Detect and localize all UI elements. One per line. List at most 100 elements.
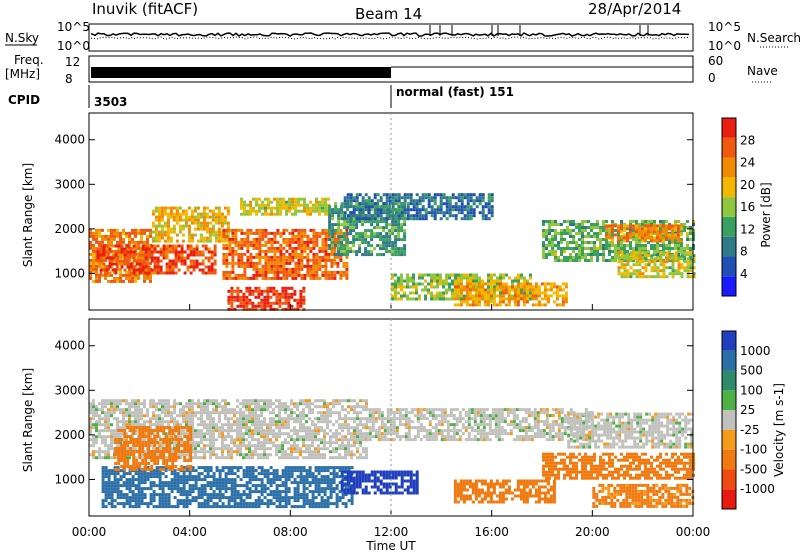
velocity-cell <box>158 408 161 411</box>
power-cell <box>255 247 258 250</box>
power-cell <box>611 244 614 247</box>
power-cell <box>166 248 169 251</box>
power-cell <box>635 233 638 236</box>
velocity-cell <box>344 456 347 459</box>
power-cell <box>508 288 511 291</box>
power-cell <box>382 220 385 223</box>
velocity-cell <box>278 456 281 459</box>
velocity-cell <box>137 408 140 411</box>
velocity-cell <box>137 411 140 414</box>
power-cell <box>663 269 666 272</box>
power-cell <box>544 285 547 288</box>
power-cell <box>221 213 224 216</box>
power-cell <box>285 250 288 253</box>
velocity-cell <box>320 429 323 432</box>
velocity-cell <box>302 423 305 426</box>
power-cell <box>297 204 300 207</box>
velocity-cell <box>236 450 239 453</box>
power-cell <box>624 275 627 278</box>
power-cell <box>446 211 449 214</box>
power-cell <box>490 300 493 303</box>
power-cell <box>451 289 454 292</box>
power-cell <box>243 204 246 207</box>
power-cell <box>379 244 382 247</box>
power-cell <box>545 235 548 238</box>
power-cell <box>674 247 677 250</box>
power-cell <box>565 300 568 303</box>
power-cell <box>230 293 233 296</box>
power-cell <box>584 226 587 229</box>
power-cell <box>356 208 359 211</box>
power-cell <box>385 223 388 226</box>
velocity-cell <box>284 456 287 459</box>
power-cell <box>593 247 596 250</box>
power-cell <box>475 286 478 289</box>
velocity-cell <box>302 426 305 429</box>
power-cell <box>451 283 454 286</box>
power-cell <box>475 300 478 303</box>
velocity-cell <box>170 411 173 414</box>
power-cell <box>359 193 362 196</box>
velocity-cell <box>266 426 269 429</box>
power-cell <box>179 231 182 234</box>
velocity-cell <box>212 408 215 411</box>
power-cell <box>291 229 294 232</box>
velocity-cell <box>203 432 206 435</box>
power-cell <box>666 266 669 269</box>
power-cell <box>499 300 502 303</box>
power-cell <box>684 260 687 263</box>
power-cell <box>206 222 209 225</box>
power-cell <box>611 256 614 259</box>
power-cell <box>446 205 449 208</box>
power-cell <box>151 254 154 257</box>
velocity-cell <box>221 447 224 450</box>
power-cell <box>553 285 556 288</box>
power-cell <box>251 290 254 293</box>
power-cell <box>242 305 245 308</box>
power-cell <box>412 286 415 289</box>
power-cell <box>190 263 193 266</box>
velocity-cell <box>260 441 263 444</box>
velocity-cell <box>323 447 326 450</box>
velocity-cell <box>134 411 137 414</box>
power-cell <box>690 251 693 254</box>
power-cell <box>659 236 662 239</box>
velocity-cell <box>359 420 362 423</box>
power-cell <box>400 274 403 277</box>
power-cell <box>445 274 448 277</box>
power-cell <box>269 290 272 293</box>
velocity-cell <box>302 429 305 432</box>
power-cell <box>466 297 469 300</box>
power-cell <box>457 289 460 292</box>
power-cell <box>425 193 428 196</box>
velocity-cell <box>188 405 191 408</box>
power-cell <box>249 256 252 259</box>
velocity-cell <box>311 423 314 426</box>
velocity-cell <box>359 444 362 447</box>
nave-tick-top: 60 <box>708 54 723 68</box>
power-cell <box>184 251 187 254</box>
power-cell <box>273 274 276 277</box>
power-cell <box>116 241 119 244</box>
power-cell <box>284 293 287 296</box>
power-cell <box>306 265 309 268</box>
power-cell <box>206 240 209 243</box>
power-cell <box>170 207 173 210</box>
power-cell <box>288 207 291 210</box>
power-cell <box>315 201 318 204</box>
power-cell <box>209 222 212 225</box>
power-cell <box>242 302 245 305</box>
velocity-cell <box>248 435 251 438</box>
power-cell <box>690 260 693 263</box>
power-cell <box>545 253 548 256</box>
power-cell <box>222 229 225 232</box>
power-cell <box>621 266 624 269</box>
power-cell <box>642 275 645 278</box>
colorbar-swatch <box>722 276 736 296</box>
power-cell <box>151 248 154 251</box>
velocity-cell <box>218 456 221 459</box>
velocity-cell <box>263 441 266 444</box>
power-cell <box>321 204 324 207</box>
power-cell <box>488 202 491 205</box>
